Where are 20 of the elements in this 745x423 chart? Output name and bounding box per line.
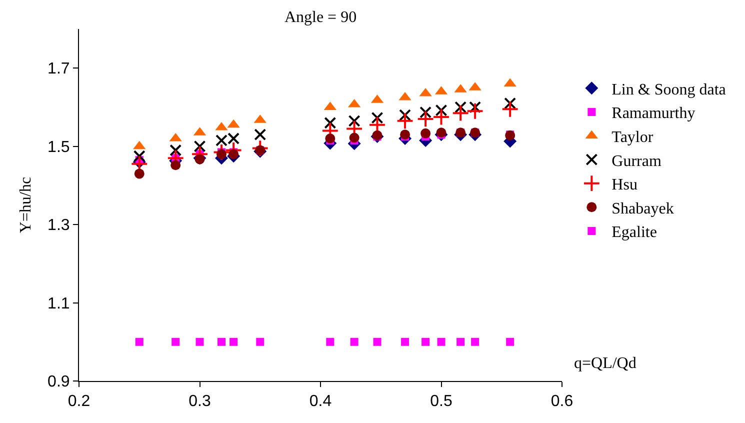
y-tick-label: 1.7 [48, 60, 70, 78]
x-tick-label: 0.4 [309, 393, 332, 410]
legend-label: Shabayek [612, 200, 674, 218]
legend-label: Lin & Soong data [612, 81, 726, 98]
legend-label: Hsu [612, 176, 638, 194]
x-tick-label: 0.6 [550, 393, 574, 410]
x-tick-label: 0.5 [430, 393, 452, 410]
chart-title: Angle = 90 [284, 8, 357, 26]
legend-label: Ramamurthy [612, 105, 696, 122]
y-tick-label: 1.1 [48, 295, 70, 312]
x-tick-label: 0.2 [68, 393, 90, 410]
y-tick-label: 0.9 [48, 374, 70, 391]
legend-label: Gurram [612, 152, 662, 170]
y-axis-title: Y=hu/hc [17, 176, 34, 234]
legend-label: Egalite [612, 224, 657, 242]
y-tick-label: 1.3 [48, 217, 70, 234]
y-tick-label: 1.5 [48, 138, 70, 156]
legend-label: Taylor [612, 128, 654, 146]
x-axis-title: q=QL/Qd [574, 355, 636, 372]
x-tick-label: 0.3 [188, 393, 211, 410]
